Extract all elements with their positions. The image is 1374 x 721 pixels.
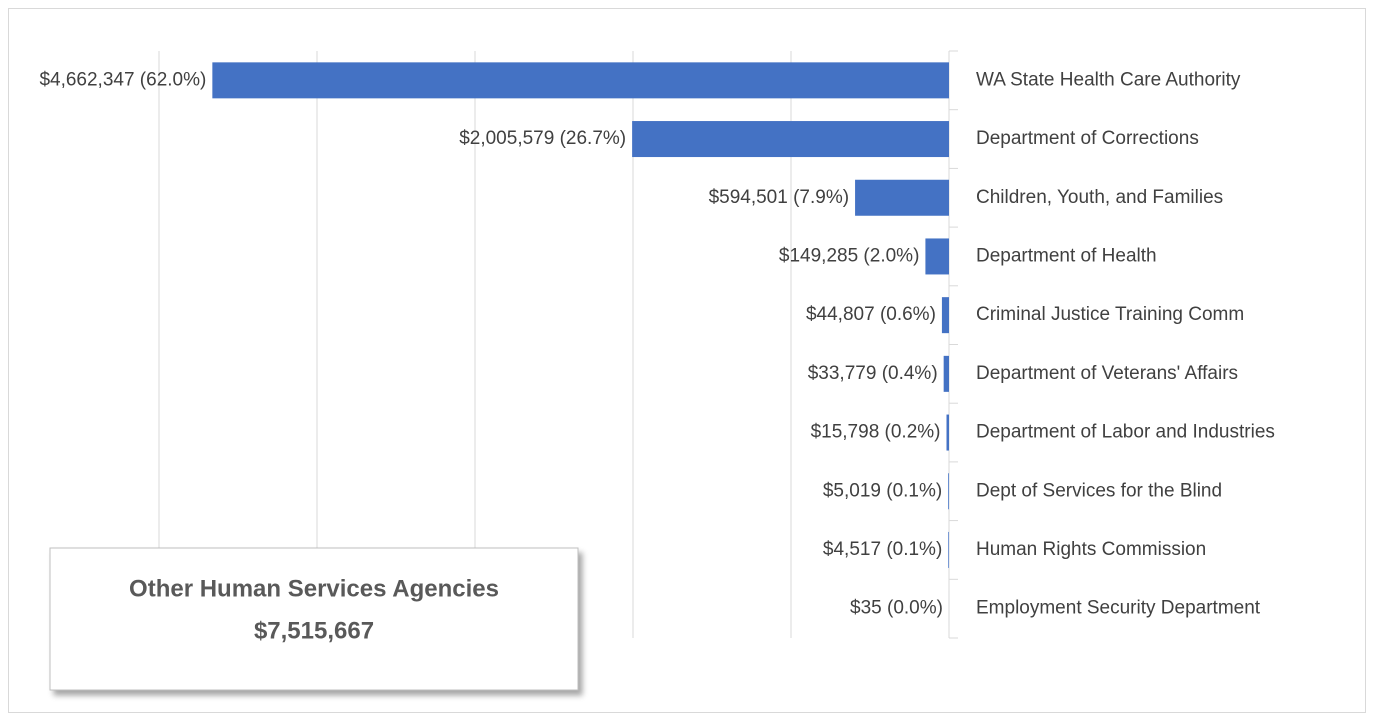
data-label: $33,779 (0.4%) xyxy=(808,363,938,384)
bar xyxy=(941,297,949,334)
plot-area: WA State Health Care Authority $4,662,347… xyxy=(39,50,1275,639)
bar xyxy=(855,179,949,216)
category-label: Department of Veterans' Affairs xyxy=(976,363,1238,384)
category-label: Human Rights Commission xyxy=(976,539,1206,560)
bar xyxy=(948,473,949,510)
category-label: Department of Labor and Industries xyxy=(976,422,1275,443)
annotation-box xyxy=(49,547,579,691)
category-label: Dept of Services for the Blind xyxy=(976,480,1222,501)
category-label: Department of Health xyxy=(976,245,1157,266)
data-label: $4,662,347 (62.0%) xyxy=(39,69,206,90)
category-label: WA State Health Care Authority xyxy=(976,69,1241,90)
category-label: Criminal Justice Training Comm xyxy=(976,304,1244,325)
bar xyxy=(632,121,949,158)
data-label: $4,517 (0.1%) xyxy=(823,539,942,560)
data-label: $35 (0.0%) xyxy=(850,598,943,619)
category-label: Department of Corrections xyxy=(976,128,1199,149)
bar xyxy=(212,62,949,99)
bar xyxy=(925,238,949,275)
annotation-text: $7,515,667 xyxy=(254,617,374,644)
bar xyxy=(948,531,949,568)
category-label: Employment Security Department xyxy=(976,598,1261,619)
category-label: Children, Youth, and Families xyxy=(976,187,1223,208)
data-label: $594,501 (7.9%) xyxy=(709,187,850,208)
data-label: $2,005,579 (26.7%) xyxy=(459,128,626,149)
annotation-text: Other Human Services Agencies xyxy=(129,575,499,602)
data-label: $44,807 (0.6%) xyxy=(806,304,936,325)
data-label: $5,019 (0.1%) xyxy=(823,480,942,501)
data-label: $149,285 (2.0%) xyxy=(779,245,920,266)
bar xyxy=(946,414,949,451)
bar xyxy=(943,355,949,392)
data-label: $15,798 (0.2%) xyxy=(811,422,941,443)
